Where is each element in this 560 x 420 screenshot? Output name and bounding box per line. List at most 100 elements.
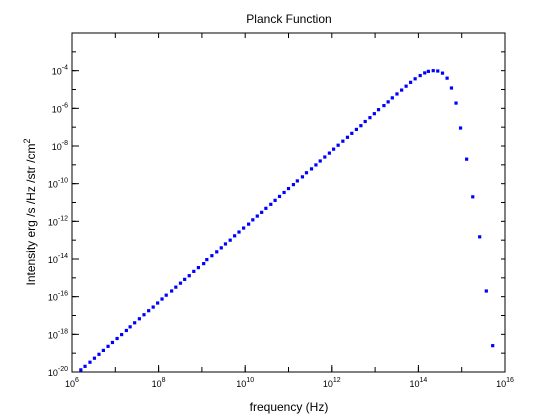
data-point: [147, 309, 151, 313]
y-tick-label: 10-8: [52, 140, 68, 152]
y-tick-label: 10-14: [48, 253, 68, 265]
y-tick-base: 10: [48, 180, 58, 190]
data-point: [133, 321, 137, 325]
x-axis-label: frequency (Hz): [250, 400, 329, 414]
x-tick-base: 10: [409, 379, 419, 389]
data-point: [115, 336, 119, 341]
data-point: [247, 222, 251, 226]
data-point: [92, 356, 97, 360]
data-point: [413, 77, 417, 81]
data-point: [304, 171, 309, 175]
data-point: [228, 238, 232, 242]
data-point: [368, 116, 372, 120]
x-tick-base: 10: [65, 379, 75, 389]
data-point: [327, 151, 331, 155]
data-point: [255, 214, 259, 218]
data-point: [156, 301, 160, 305]
data-point: [106, 344, 110, 348]
data-point: [124, 328, 128, 333]
data-point: [160, 297, 164, 301]
x-tick-label: 1012: [323, 377, 341, 389]
y-tick-exponent: -12: [58, 215, 68, 222]
x-tick-exponent: 8: [162, 377, 166, 384]
y-axis-label: Intensity erg /s /Hz /str /cm2: [22, 138, 38, 285]
y-tick-base: 10: [48, 255, 58, 265]
y-tick-base: 10: [52, 104, 62, 114]
data-point: [277, 194, 282, 199]
data-point: [251, 218, 255, 222]
x-tick-base: 10: [323, 379, 333, 389]
data-point: [101, 348, 105, 353]
y-tick-label: 10-16: [48, 291, 68, 303]
x-tick-base: 10: [152, 379, 162, 389]
data-point: [484, 289, 488, 293]
data-point: [164, 293, 168, 297]
y-tick-base: 10: [48, 368, 58, 378]
data-point: [215, 250, 219, 254]
data-point: [210, 254, 214, 258]
data-point: [314, 163, 318, 167]
x-tick-exponent: 6: [75, 377, 79, 384]
y-axis-label-sup: 2: [22, 138, 32, 143]
data-point: [282, 190, 286, 195]
y-tick-label: 10-20: [48, 366, 68, 378]
x-tick-base: 10: [236, 379, 246, 389]
x-axis-ticks: 106 108 1010 1012 1014 1016: [65, 33, 514, 389]
data-point: [386, 100, 390, 104]
y-tick-base: 10: [52, 142, 62, 152]
x-tick-label: 108: [152, 377, 166, 389]
y-tick-exponent: -20: [58, 366, 68, 373]
data-point: [237, 230, 241, 234]
data-point: [178, 281, 183, 285]
y-tick-exponent: -18: [58, 328, 68, 335]
y-tick-exponent: -16: [58, 291, 68, 298]
y-tick-label: 10-10: [48, 178, 68, 190]
x-tick-label: 1014: [409, 377, 427, 389]
data-point: [300, 175, 305, 179]
data-point: [110, 340, 115, 345]
y-tick-base: 10: [48, 330, 58, 340]
data-point: [128, 325, 132, 329]
y-tick-exponent: -4: [62, 65, 68, 72]
y-tick-exponent: -10: [58, 178, 68, 185]
data-point: [318, 159, 322, 163]
data-point: [341, 139, 345, 143]
chart-title: Planck Function: [246, 12, 331, 26]
data-point: [491, 344, 495, 348]
data-point: [273, 198, 277, 202]
x-tick-label: 1016: [496, 377, 514, 389]
x-tick-exponent: 10: [246, 377, 254, 384]
y-tick-exponent: -14: [58, 253, 68, 260]
data-point: [79, 368, 83, 372]
data-point: [372, 112, 376, 116]
data-point: [233, 234, 237, 238]
y-axis-ticks: 10-2010-1810-1610-1410-1210-1010-810-610…: [48, 32, 505, 378]
data-point: [309, 167, 314, 171]
y-tick-base: 10: [48, 293, 58, 303]
y-tick-label: 10-6: [52, 102, 68, 114]
data-point: [423, 71, 427, 75]
data-point: [83, 364, 87, 368]
data-point: [345, 135, 350, 139]
x-tick-base: 10: [496, 379, 506, 389]
data-point: [449, 86, 454, 90]
data-point: [376, 108, 381, 112]
data-point: [359, 124, 363, 128]
data-point: [323, 155, 327, 159]
data-point: [350, 131, 354, 135]
data-point: [187, 274, 191, 278]
y-tick-label: 10-12: [48, 215, 68, 227]
data-point: [205, 257, 209, 262]
data-point: [269, 202, 273, 206]
data-point: [382, 103, 386, 108]
data-point: [418, 73, 422, 78]
y-tick-base: 10: [52, 67, 62, 77]
data-point: [390, 96, 394, 100]
data-point: [431, 69, 435, 73]
data-point: [400, 88, 404, 92]
data-point: [142, 313, 146, 317]
data-point: [295, 179, 299, 183]
data-point: [454, 101, 458, 105]
data-point: [445, 76, 449, 80]
